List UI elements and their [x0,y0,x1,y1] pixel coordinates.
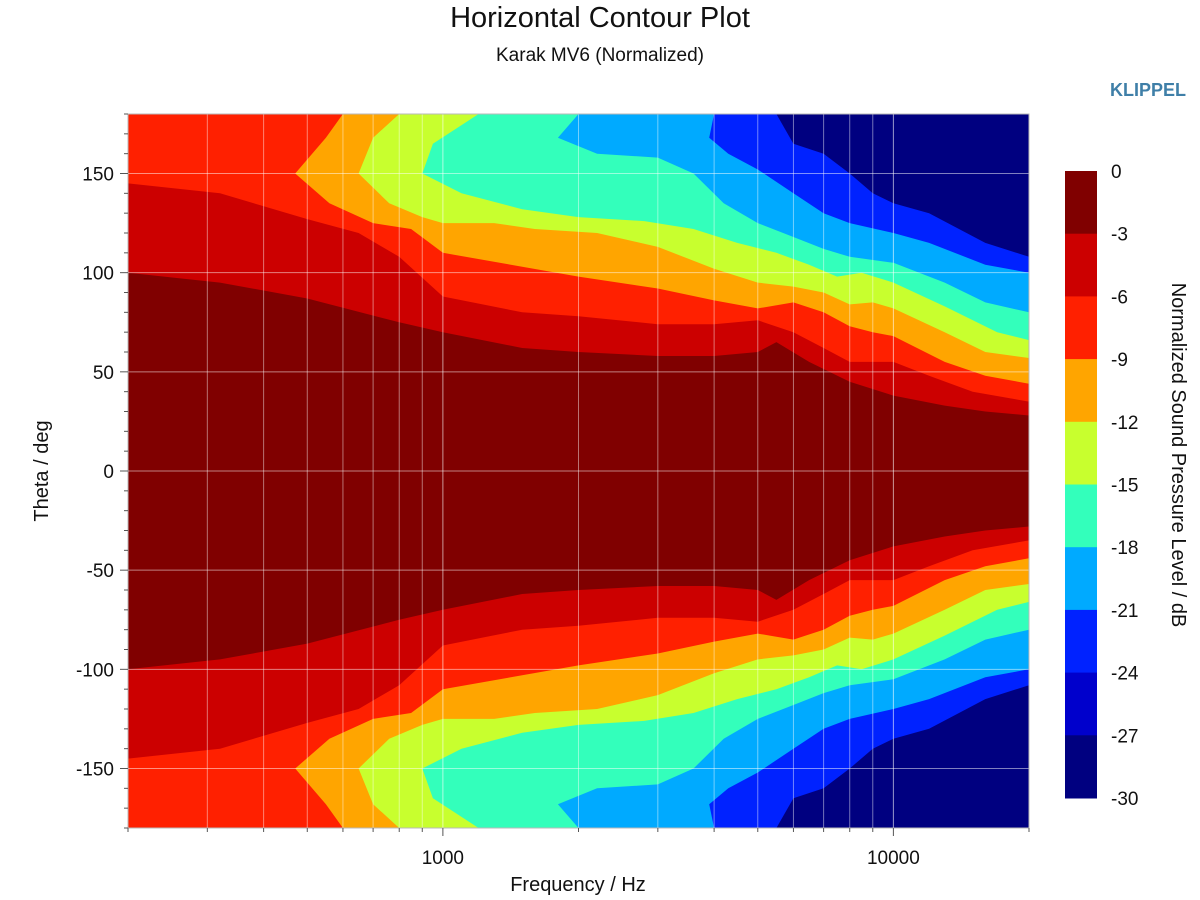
colorbar-swatch [1065,233,1097,297]
colorbar-tick-label: -15 [1111,476,1138,497]
colorbar-label: Normalized Sound Pressure Level / dB [1167,283,1189,628]
colorbar: 0 -3 -6 -9 -12 -15 -18 -21 -24 -27 -30 [1065,162,1139,810]
colorbar-swatch [1065,609,1097,674]
colorbar-tick-label: -18 [1111,538,1138,559]
colorbar-tick-label: -3 [1111,225,1128,246]
y-tick-label: 100 [82,264,114,285]
x-tick-label: 1000 [422,848,464,869]
colorbar-swatch [1065,421,1097,485]
x-axis-label: Frequency / Hz [510,874,646,896]
colorbar-tick-label: -24 [1111,664,1139,685]
colorbar-swatch [1065,359,1097,423]
y-tick-label: 50 [93,363,114,384]
brand-logo-text: KLIPPEL [1109,80,1186,100]
y-tick-label: -100 [76,660,114,681]
colorbar-swatch [1065,484,1097,548]
colorbar-tick-label: -12 [1111,413,1138,434]
colorbar-swatch [1065,171,1097,235]
chart-subtitle: Karak MV6 (Normalized) [496,45,704,66]
y-tick-label: -50 [87,561,114,582]
colorbar-tick-label: -9 [1111,350,1128,371]
chart-title: Horizontal Contour Plot [450,2,750,34]
colorbar-swatch [1065,672,1097,736]
colorbar-swatch [1065,735,1097,799]
major-gridlines [128,114,1029,828]
colorbar-tick-label: 0 [1111,162,1122,183]
y-axis-label: Theta / deg [31,420,53,521]
colorbar-tick-label: -6 [1111,287,1128,308]
colorbar-tick-label: -27 [1111,726,1138,747]
colorbar-swatch [1065,547,1097,611]
y-tick-label: 0 [103,462,114,483]
x-tick-label: 10000 [867,848,920,869]
x-axis: 1000 10000 [127,828,1030,869]
y-tick-label: 150 [82,165,114,186]
colorbar-tick-label: -21 [1111,601,1138,622]
y-tick-label: -150 [76,760,114,781]
colorbar-tick-label: -30 [1111,789,1138,810]
y-axis: 150 100 50 0 -50 -100 -150 [76,113,128,829]
colorbar-swatch [1065,296,1097,360]
